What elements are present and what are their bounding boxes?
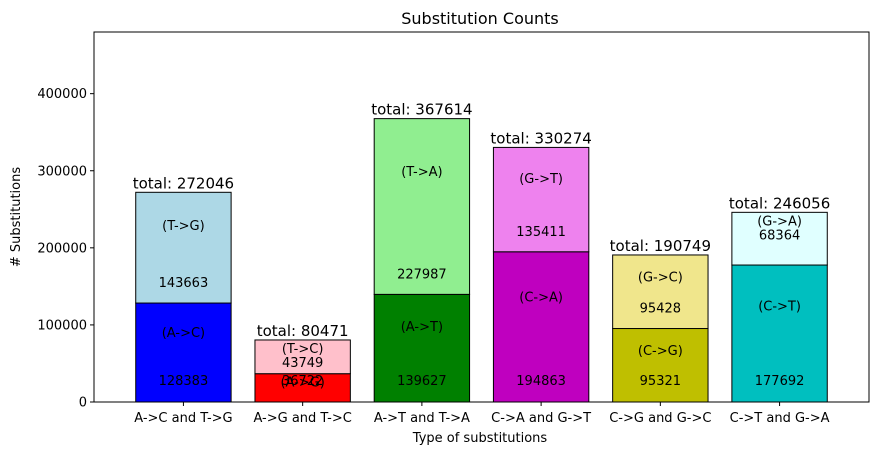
bar-top-name-label: (T->G) [162, 219, 205, 234]
bar-bottom-segment [135, 302, 232, 403]
y-tick-label: 300000 [37, 164, 87, 179]
x-tick-label: C->A and G->T [491, 411, 591, 426]
bar-top-name-label: (G->T) [519, 172, 563, 187]
bar-top-value-label: 43749 [282, 356, 323, 371]
x-tick-label: A->C and T->G [134, 411, 232, 426]
bar-top-value-label: 135411 [516, 225, 566, 240]
x-tick-label: C->G and G->C [609, 411, 711, 426]
bar-bottom-value-label: 36722 [282, 374, 323, 389]
bar-total-label: total: 246056 [729, 194, 830, 212]
chart-title: Substitution Counts [401, 9, 559, 28]
bar-bottom-value-label: 139627 [397, 374, 447, 389]
y-tick-label: 100000 [37, 318, 87, 333]
bar-top-name-label: (T->A) [401, 165, 442, 180]
bar-bottom-value-label: 128383 [159, 374, 209, 389]
bar-bottom-value-label: 95321 [640, 374, 681, 389]
bar-top-name-label: (G->C) [638, 271, 683, 286]
y-axis: 0 100000 200000 300000 400000 [37, 87, 94, 411]
bar-bottom-value-label: 177692 [755, 374, 805, 389]
bar-top-value-label: 227987 [397, 267, 447, 282]
bar-top-name-label: (T->C) [282, 342, 324, 357]
y-tick-label: 200000 [37, 241, 87, 256]
bar-top-segment [373, 118, 471, 295]
labels-layer: (A->C) 128383 (T->G) 143663 total: 272046 (A-… [133, 101, 831, 391]
x-tick-label: A->T and T->A [374, 411, 470, 426]
bar-bottom-name-label: (A->C) [162, 326, 205, 341]
x-tick-label: C->T and G->A [730, 411, 830, 426]
y-tick-label: 400000 [37, 87, 87, 102]
bar-bottom-name-label: (A->T) [401, 320, 443, 335]
bar-top-segment [612, 254, 709, 330]
bar-top-segment [135, 191, 232, 304]
bar-top-segment [731, 211, 828, 266]
bar-bottom-value-label: 194863 [516, 374, 566, 389]
bar-top-segment [254, 339, 351, 375]
x-tick-label: A->G and T->C [253, 411, 351, 426]
bar-top-name-label: (G->A) [757, 214, 802, 229]
y-axis-label: # Substitutions [9, 167, 24, 267]
bar-total-label: total: 272046 [133, 174, 234, 192]
y-tick-label: 0 [79, 396, 87, 411]
bar-top-value-label: 68364 [759, 228, 800, 243]
bar-bottom-name-label: (C->G) [638, 344, 683, 359]
bar-top-value-label: 143663 [159, 276, 209, 291]
bar-bottom-segment [373, 293, 471, 403]
bar-bottom-name-label: (A->G) [280, 376, 324, 391]
bar-bottom-segment [612, 328, 709, 403]
bar-top-value-label: 95428 [640, 302, 681, 317]
x-axis: A->C and T->G A->G and T->C A->T and T->A C… [134, 402, 830, 426]
bar-total-label: total: 330274 [490, 129, 591, 147]
bar-total-label: total: 190749 [610, 237, 711, 255]
bar-top-segment [492, 146, 590, 253]
x-axis-label: Type of substitutions [412, 431, 548, 446]
bar-bottom-name-label: (C->A) [519, 290, 563, 305]
plot-frame [93, 31, 870, 403]
bar-total-label: total: 80471 [257, 322, 349, 340]
bar-bottom-name-label: (C->T) [758, 300, 801, 315]
bar-total-label: total: 367614 [371, 101, 472, 119]
bars-layer [135, 118, 828, 403]
